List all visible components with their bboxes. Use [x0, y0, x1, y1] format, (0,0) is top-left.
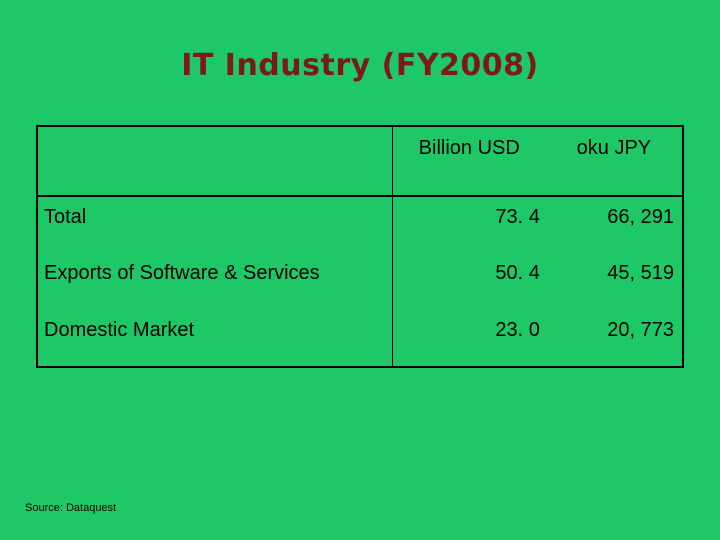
slide-title: IT Industry (FY2008) — [181, 48, 539, 83]
table-row: Domestic Market 23. 0 20, 773 — [37, 310, 683, 367]
row-label: Domestic Market — [44, 319, 195, 341]
usd-value: 23. 0 — [391, 310, 548, 367]
table-row: Total 73. 4 66, 291 — [37, 196, 683, 253]
source-note: Source: Dataquest — [25, 502, 117, 514]
header-cell-billion-usd: Billion USD — [391, 126, 548, 196]
header-cell-label — [37, 126, 392, 196]
data-table: Billion USD oku JPY Total 73. 4 66, 291 … — [36, 125, 684, 368]
row-label: Exports of Software & Services — [44, 262, 320, 284]
jpy-value: 20, 773 — [607, 319, 674, 341]
header-cell-oku-jpy: oku JPY — [576, 137, 652, 159]
jpy-value: 45, 519 — [607, 262, 674, 284]
usd-value: 50. 4 — [391, 253, 548, 310]
table-row: Exports of Software & Services 50. 4 45,… — [37, 253, 683, 310]
table-header-row: Billion USD oku JPY — [37, 126, 683, 196]
row-label: Total — [44, 206, 87, 228]
jpy-value: 66, 291 — [607, 206, 674, 228]
usd-value: 73. 4 — [391, 196, 548, 253]
